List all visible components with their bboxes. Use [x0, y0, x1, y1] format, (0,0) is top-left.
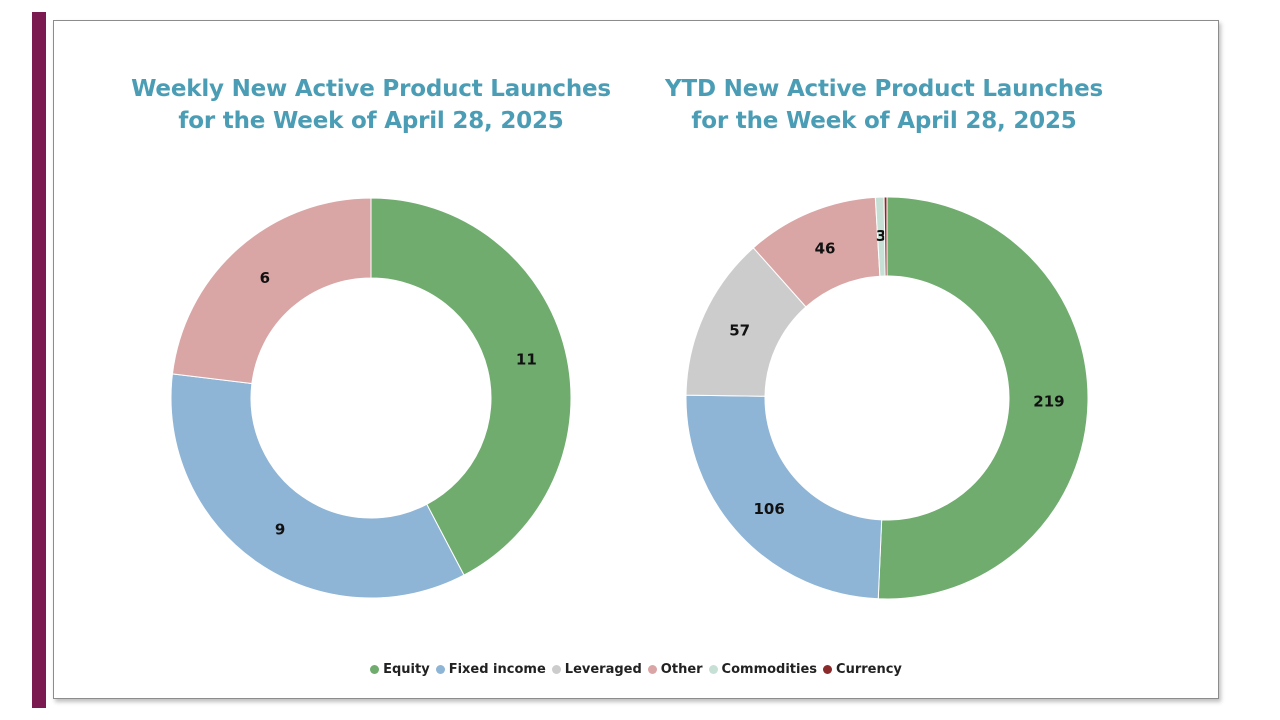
- weekly-slice-fixed-income: [170, 373, 465, 599]
- weekly-chart-title-line-2: for the Week of April 28, 2025: [178, 108, 564, 134]
- weekly-label-other: 6: [260, 269, 270, 287]
- weekly-donut-chart: 11 9 6: [170, 197, 572, 599]
- chart-panel: Weekly New Active Product Launches for t…: [53, 20, 1219, 699]
- legend-marker-fixed-income: [435, 665, 445, 674]
- legend-label-commodities: Commodities: [721, 662, 818, 677]
- chart-legend: Equity Fixed income Leveraged Other Commodit…: [54, 662, 1218, 677]
- weekly-slice-other: [171, 197, 372, 385]
- weekly-slice-equity: [370, 197, 572, 576]
- legend-marker-equity: [370, 665, 380, 674]
- legend-item-fixed-income: Fixed income: [435, 662, 546, 677]
- ytd-chart-title-line-2: for the Week of April 28, 2025: [691, 108, 1077, 134]
- legend-label-currency: Currency: [836, 662, 902, 677]
- weekly-label-equity: 11: [516, 351, 537, 369]
- legend-item-currency: Currency: [823, 662, 902, 677]
- legend-item-equity: Equity: [370, 662, 430, 677]
- legend-marker-other: [647, 665, 657, 674]
- legend-marker-currency: [823, 665, 833, 674]
- legend-item-leveraged: Leveraged: [551, 662, 642, 677]
- ytd-chart-title-line-1: YTD New Active Product Launches: [665, 76, 1103, 102]
- legend-label-equity: Equity: [383, 662, 430, 677]
- legend-item-commodities: Commodities: [708, 662, 818, 677]
- accent-bar: [32, 12, 46, 708]
- legend-label-leveraged: Leveraged: [564, 662, 642, 677]
- weekly-label-fixed-income: 9: [275, 521, 285, 539]
- weekly-chart-title: Weekly New Active Product Launches for t…: [91, 73, 651, 137]
- legend-marker-leveraged: [551, 665, 561, 674]
- legend-label-fixed-income: Fixed income: [448, 662, 546, 677]
- legend-item-other: Other: [647, 662, 703, 677]
- ytd-chart-title: YTD New Active Product Launches for the …: [604, 73, 1164, 137]
- legend-label-other: Other: [660, 662, 703, 677]
- weekly-chart-title-line-1: Weekly New Active Product Launches: [131, 76, 611, 102]
- legend-marker-commodities: [708, 665, 718, 674]
